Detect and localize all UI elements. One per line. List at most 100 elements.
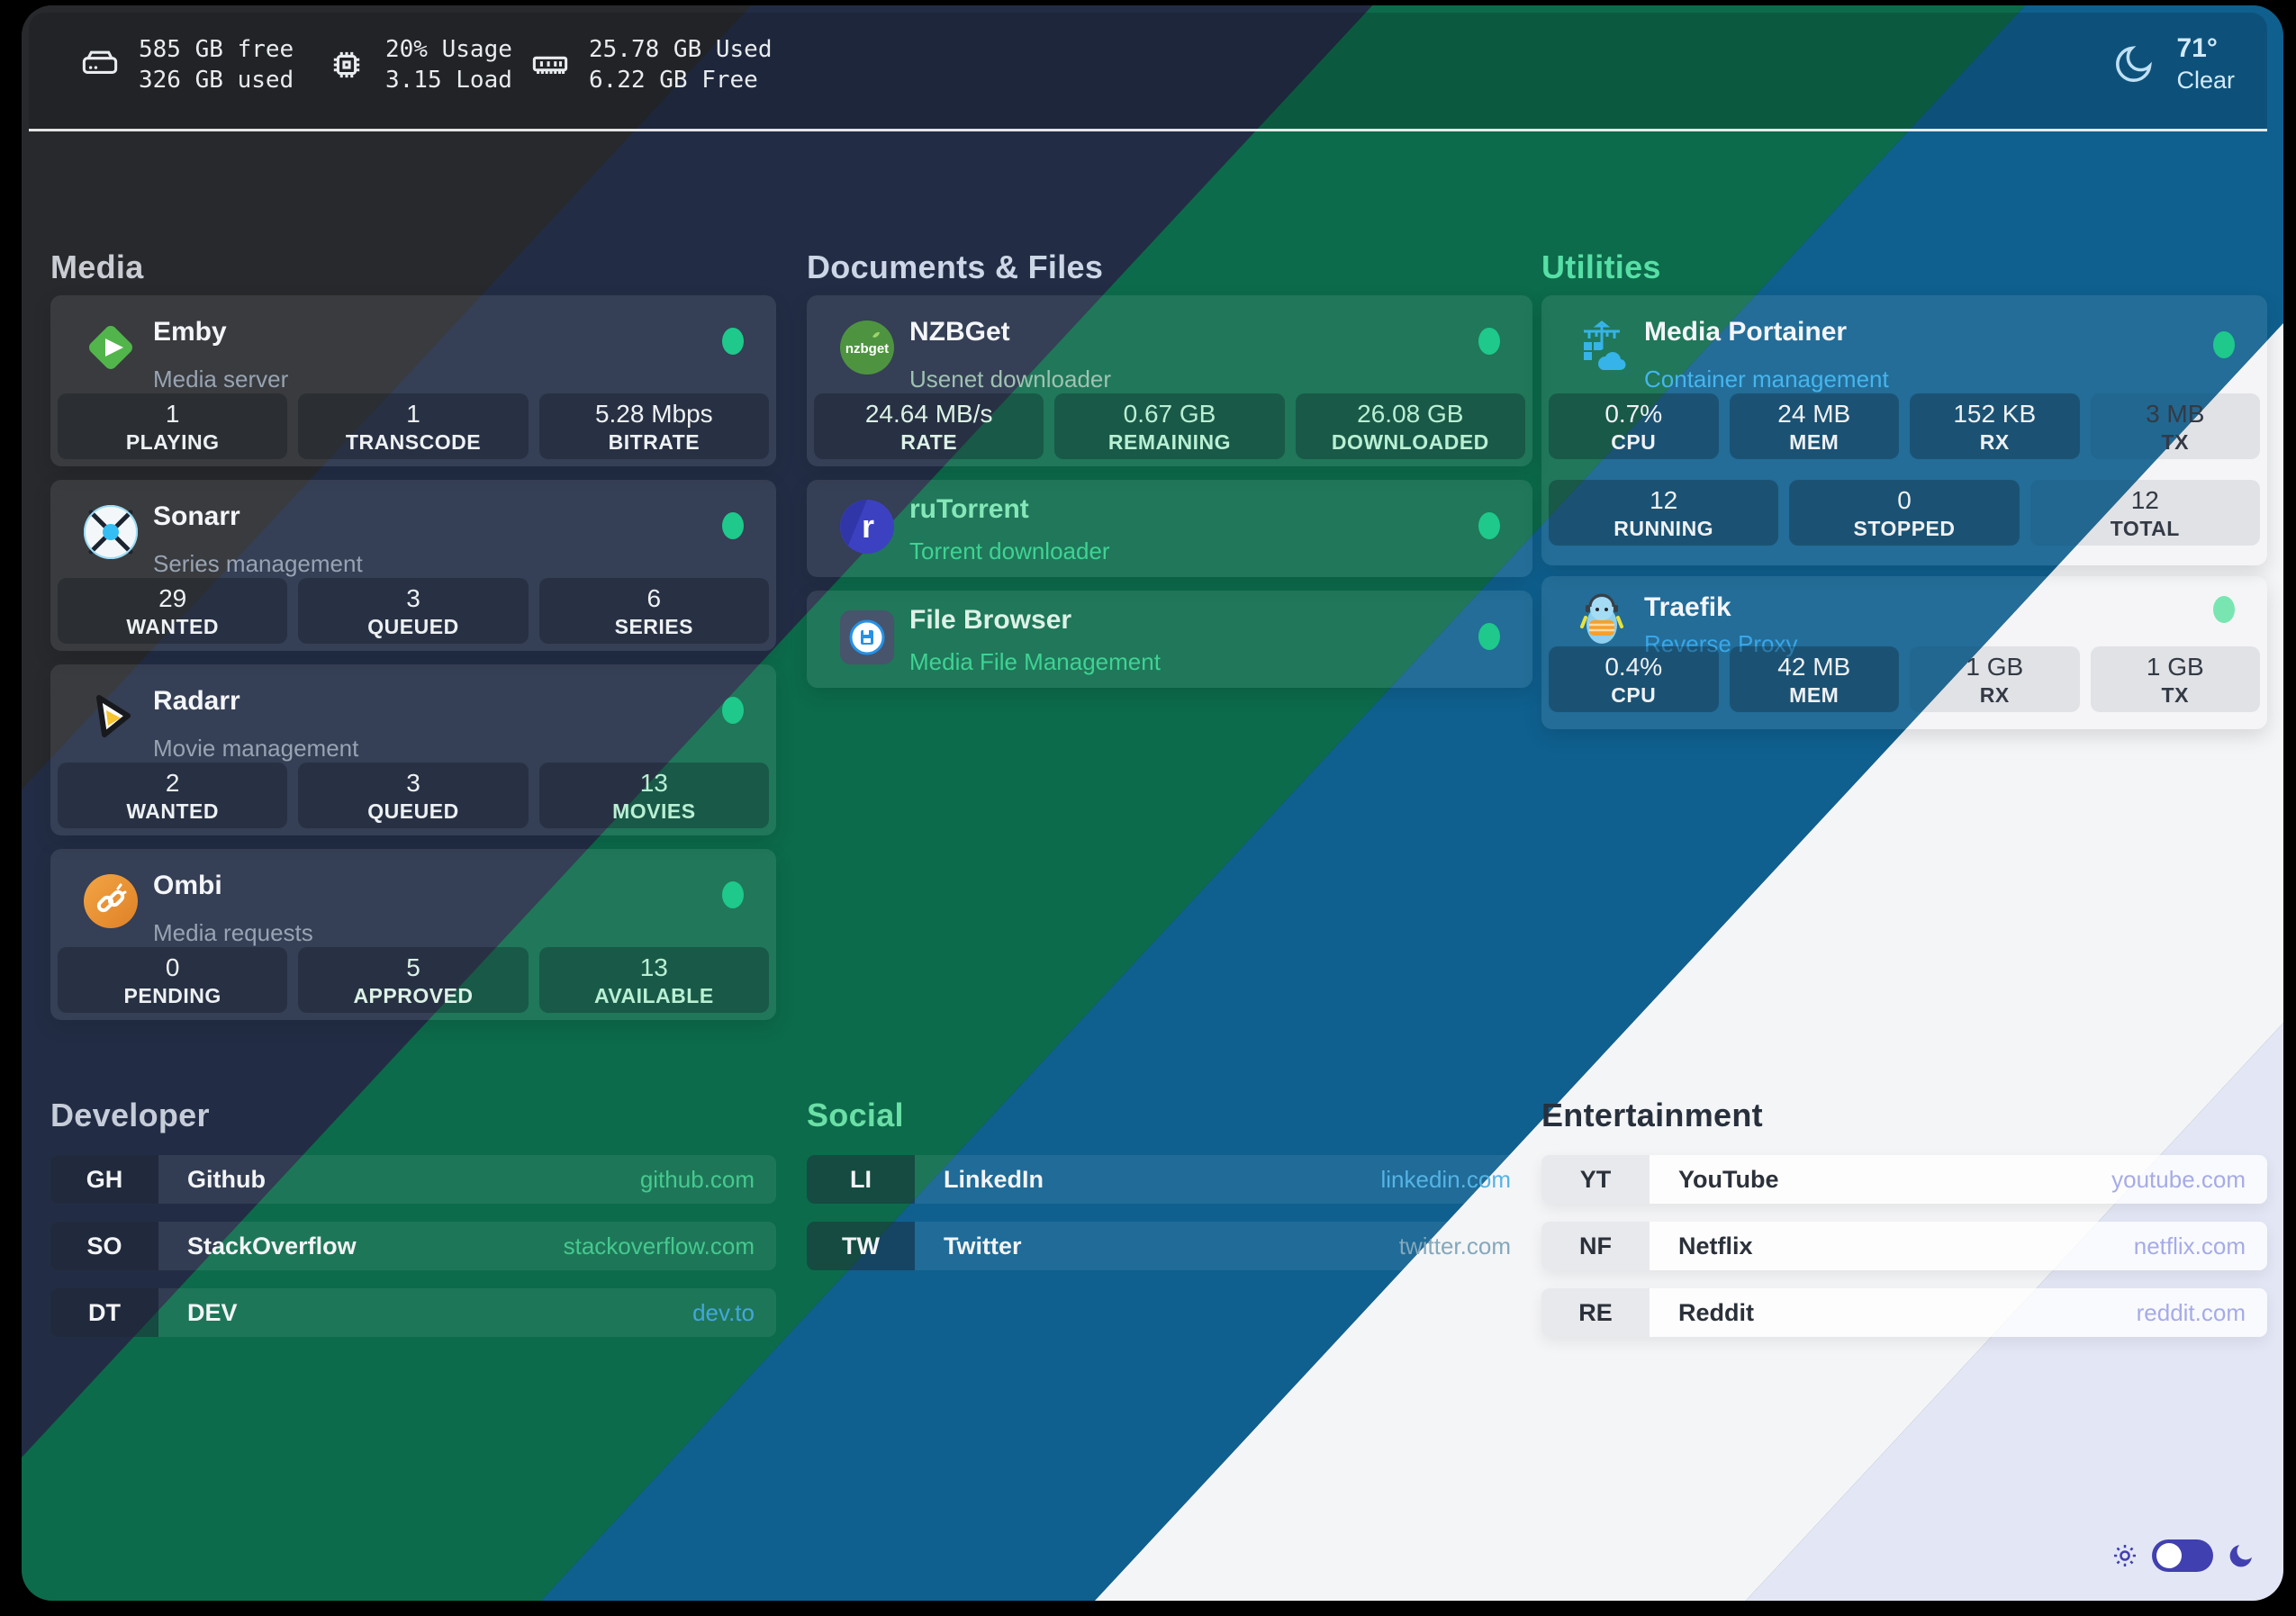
- weather-temp: 71°: [2176, 33, 2218, 63]
- dark-mode-toggle[interactable]: [2152, 1539, 2213, 1572]
- ram-stats: 25.78 GB Used 6.22 GB Free: [529, 34, 773, 95]
- page-background: [22, 5, 2283, 1601]
- bookmark-url: netflix.com: [2133, 1232, 2246, 1259]
- service-card-traefik[interactable]: Traefik Reverse Proxy 0.4% CPU 42 MB MEM 1…: [1541, 576, 2267, 729]
- status-dot: [2213, 596, 2235, 623]
- stat-transcode: 1 TRANSCODE: [298, 393, 529, 459]
- rutorrent-logo: r: [838, 498, 896, 555]
- service-title: File Browser: [909, 605, 1072, 635]
- system-stats-bar: 585 GB free 326 GB used 20% Usage 3.15 Loa…: [29, 13, 2267, 131]
- stat-total: 12 TOTAL: [2029, 480, 2260, 546]
- stat-stopped: 0 STOPPED: [1789, 480, 2020, 546]
- bookmark-name: LinkedIn: [944, 1166, 1044, 1193]
- service-title: Radarr: [153, 686, 240, 716]
- stat-bitrate: 5.28 Mbps BITRATE: [538, 393, 769, 459]
- stat-wanted: 29 WANTED: [58, 578, 288, 644]
- status-dot: [1478, 512, 1500, 539]
- radarr-logo: [82, 688, 140, 745]
- bookmark-name: YouTube: [1678, 1166, 1779, 1193]
- service-subtitle: Torrent downloader: [909, 537, 1110, 564]
- service-title: NZBGet: [909, 317, 1010, 347]
- bookmark-dev[interactable]: DT DEV dev.to: [50, 1288, 776, 1337]
- toggle-knob[interactable]: [2156, 1543, 2182, 1568]
- bookmark-name: Netflix: [1678, 1232, 1753, 1259]
- sun-icon[interactable]: [2111, 1541, 2139, 1570]
- disk-icon: [82, 50, 118, 74]
- stat-remaining: 0.67 GB REMAINING: [1054, 393, 1285, 459]
- stat-wanted: 2 WANTED: [58, 763, 288, 828]
- service-card-sonarr[interactable]: Sonarr Series management 29 WANTED 3 QUEUE…: [50, 480, 776, 651]
- bookmark-url: github.com: [639, 1166, 755, 1193]
- stat-movies: 13 MOVIES: [538, 763, 769, 828]
- service-subtitle: Series management: [153, 550, 363, 577]
- service-card-nzbget[interactable]: nzbget NZBGet Usenet downloader 24.64 MB…: [807, 295, 1532, 466]
- stat-tx: 3 MB TX: [2090, 393, 2260, 459]
- emby-logo: [82, 319, 140, 376]
- bookmark-url: linkedin.com: [1380, 1166, 1511, 1193]
- service-card-ombi[interactable]: Ombi Media requests 0 PENDING 5 APPROVED 1…: [50, 849, 776, 1020]
- bookmark-abbr: LI: [807, 1155, 915, 1204]
- stat-mem: 24 MB MEM: [1729, 393, 1899, 459]
- bookmark-url: dev.to: [692, 1299, 755, 1326]
- stat-approved: 5 APPROVED: [298, 947, 529, 1013]
- status-dot: [722, 697, 744, 724]
- service-subtitle: Movie management: [153, 735, 359, 762]
- bookmark-name: DEV: [187, 1299, 238, 1326]
- bookmark-abbr: DT: [50, 1288, 158, 1337]
- service-subtitle: Media File Management: [909, 648, 1161, 675]
- service-card-portainer[interactable]: Media Portainer Container management 0.7…: [1541, 295, 2267, 565]
- weather-widget: 71° Clear: [2111, 32, 2235, 95]
- filebrowser-logo: [838, 609, 896, 666]
- section-header-media: Media: [50, 248, 144, 285]
- disk-stats: 585 GB free 326 GB used: [79, 34, 294, 95]
- service-card-filebrowser[interactable]: File Browser Media File Management: [807, 591, 1532, 688]
- bookmark-url: youtube.com: [2111, 1166, 2246, 1193]
- nzbget-logo: nzbget: [838, 319, 896, 376]
- bookmark-youtube[interactable]: YT YouTube youtube.com: [1541, 1155, 2267, 1204]
- bookmark-twitter[interactable]: TW Twitter twitter.com: [807, 1222, 1532, 1270]
- section-header-developer: Developer: [50, 1097, 210, 1133]
- section-header-documents: Documents & Files: [807, 248, 1104, 285]
- status-dot: [1478, 328, 1500, 355]
- cpu-icon: [333, 51, 360, 78]
- status-dot: [722, 328, 744, 355]
- service-subtitle: Container management: [1644, 366, 1889, 393]
- bookmark-linkedin[interactable]: LI LinkedIn linkedin.com: [807, 1155, 1532, 1204]
- traefik-logo: [1573, 591, 1631, 648]
- bookmark-netflix[interactable]: NF Netflix netflix.com: [1541, 1222, 2267, 1270]
- stat-cpu: 0.4% CPU: [1549, 646, 1719, 712]
- stat-rx: 1 GB RX: [1910, 646, 2080, 712]
- bookmark-abbr: GH: [50, 1155, 158, 1204]
- service-title: Media Portainer: [1644, 317, 1848, 347]
- stat-running: 12 RUNNING: [1549, 480, 1779, 546]
- weather-condition: Clear: [2176, 67, 2235, 94]
- bookmark-github[interactable]: GH Github github.com: [50, 1155, 776, 1204]
- service-card-emby[interactable]: Emby Media server 1 PLAYING 1 TRANSCODE 5.…: [50, 295, 776, 466]
- bookmark-name: StackOverflow: [187, 1232, 357, 1259]
- bookmark-url: stackoverflow.com: [563, 1232, 755, 1259]
- service-title: ruTorrent: [909, 494, 1029, 524]
- service-title: Traefik: [1644, 592, 1731, 622]
- bookmark-url: twitter.com: [1398, 1232, 1511, 1259]
- stat-playing: 1 PLAYING: [58, 393, 288, 459]
- status-dot: [2213, 331, 2235, 358]
- cpu-stats: 20% Usage 3.15 Load: [326, 34, 512, 95]
- bookmark-reddit[interactable]: RE Reddit reddit.com: [1541, 1288, 2267, 1337]
- moon-icon[interactable]: [2226, 1540, 2256, 1571]
- bookmark-name: Twitter: [944, 1232, 1022, 1259]
- bookmark-abbr: RE: [1541, 1288, 1650, 1337]
- service-subtitle: Media requests: [153, 919, 313, 946]
- stat-queued: 3 QUEUED: [298, 578, 529, 644]
- service-card-radarr[interactable]: Radarr Movie management 2 WANTED 3 QUEUED …: [50, 664, 776, 835]
- stat-mem: 42 MB MEM: [1729, 646, 1899, 712]
- bookmark-stackoverflow[interactable]: SO StackOverflow stackoverflow.com: [50, 1222, 776, 1270]
- service-card-rutorrent[interactable]: r ruTorrent Torrent downloader: [807, 480, 1532, 577]
- portainer-logo: [1573, 319, 1631, 376]
- ombi-logo: [82, 872, 140, 930]
- bookmark-url: reddit.com: [2136, 1299, 2246, 1326]
- service-subtitle: Media server: [153, 366, 289, 393]
- stat-rx: 152 KB RX: [1910, 393, 2080, 459]
- ram-icon: [532, 56, 568, 74]
- bookmark-name: Reddit: [1678, 1299, 1754, 1326]
